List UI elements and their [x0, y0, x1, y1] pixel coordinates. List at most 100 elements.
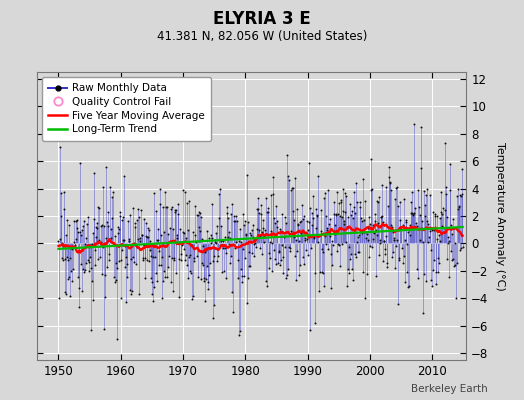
Point	[450, 225, 458, 231]
Point	[205, 235, 214, 242]
Point	[191, 203, 199, 210]
Point	[411, 220, 420, 227]
Point	[274, 218, 282, 224]
Point	[59, 188, 68, 195]
Point	[357, 215, 365, 221]
Point	[281, 214, 289, 220]
Point	[430, 256, 438, 263]
Point	[429, 208, 437, 215]
Point	[310, 234, 319, 241]
Point	[228, 289, 236, 295]
Point	[280, 234, 288, 240]
Point	[196, 210, 204, 216]
Point	[88, 278, 96, 284]
Point	[233, 218, 241, 224]
Point	[277, 210, 286, 217]
Point	[148, 278, 156, 285]
Point	[131, 224, 139, 230]
Point	[187, 241, 195, 248]
Point	[165, 231, 173, 237]
Point	[249, 234, 257, 240]
Point	[116, 213, 124, 219]
Point	[197, 276, 205, 282]
Point	[75, 160, 84, 167]
Point	[410, 210, 418, 217]
Point	[318, 269, 326, 276]
Point	[146, 246, 155, 253]
Point	[77, 232, 85, 238]
Point	[212, 240, 221, 246]
Point	[117, 257, 125, 264]
Point	[80, 218, 89, 224]
Point	[102, 235, 110, 241]
Point	[60, 288, 69, 295]
Point	[363, 270, 371, 277]
Point	[419, 238, 428, 245]
Point	[104, 209, 112, 215]
Point	[168, 288, 177, 295]
Point	[124, 238, 133, 245]
Point	[182, 200, 191, 206]
Point	[142, 220, 150, 226]
Point	[129, 259, 138, 266]
Point	[256, 245, 265, 251]
Point	[199, 243, 207, 249]
Point	[216, 186, 224, 192]
Point	[157, 262, 166, 268]
Point	[245, 263, 254, 270]
Point	[102, 164, 111, 171]
Point	[430, 227, 439, 233]
Point	[420, 188, 428, 194]
Point	[113, 229, 122, 236]
Point	[158, 254, 166, 260]
Point	[190, 258, 198, 265]
Point	[226, 211, 235, 218]
Point	[313, 212, 321, 218]
Point	[209, 315, 217, 321]
Point	[364, 225, 373, 231]
Point	[206, 232, 215, 238]
Point	[345, 270, 353, 276]
Point	[164, 263, 172, 270]
Point	[138, 257, 147, 263]
Point	[179, 246, 188, 252]
Point	[311, 270, 320, 276]
Point	[226, 260, 234, 266]
Point	[327, 251, 335, 258]
Point	[373, 198, 381, 204]
Point	[405, 282, 413, 289]
Point	[323, 225, 331, 231]
Point	[169, 226, 177, 232]
Point	[446, 187, 454, 193]
Point	[367, 156, 375, 162]
Point	[99, 184, 107, 190]
Point	[449, 216, 457, 222]
Point	[73, 229, 82, 236]
Point	[150, 284, 159, 290]
Point	[79, 223, 87, 229]
Point	[73, 225, 81, 232]
Y-axis label: Temperature Anomaly (°C): Temperature Anomaly (°C)	[495, 142, 505, 290]
Point	[396, 198, 404, 205]
Point	[231, 245, 239, 251]
Point	[452, 295, 460, 302]
Point	[69, 266, 77, 272]
Point	[403, 241, 411, 247]
Point	[134, 206, 142, 212]
Point	[310, 235, 318, 242]
Point	[269, 174, 278, 180]
Point	[191, 231, 200, 238]
Point	[135, 291, 143, 297]
Point	[238, 273, 246, 279]
Point	[395, 254, 403, 261]
Point	[441, 190, 450, 197]
Point	[172, 235, 181, 241]
Point	[388, 249, 397, 256]
Point	[234, 257, 242, 264]
Point	[372, 272, 380, 279]
Point	[381, 246, 390, 252]
Point	[355, 249, 363, 255]
Point	[97, 271, 106, 277]
Point	[319, 249, 328, 255]
Point	[75, 285, 83, 291]
